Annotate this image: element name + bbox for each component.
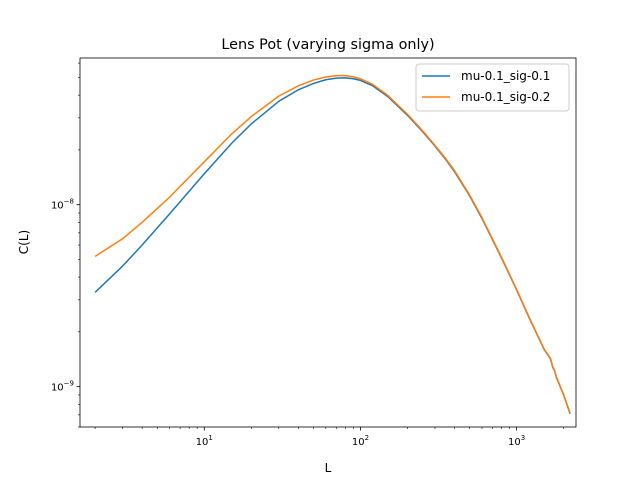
y-axis-ticks: 10−9 10−8 — [51, 62, 80, 428]
legend: mu-0.1_sig-0.1 mu-0.1_sig-0.2 — [415, 63, 570, 112]
legend-label-1: mu-0.1_sig-0.1 — [461, 69, 550, 83]
y-axis-label: C(L) — [17, 230, 31, 254]
y-tick-label: 10−8 — [51, 198, 74, 212]
y-tick-label: 10−9 — [51, 380, 74, 394]
x-axis-ticks: 101 102 103 — [94, 427, 564, 448]
chart-title: Lens Pot (varying sigma only) — [221, 37, 434, 53]
x-axis-label: L — [325, 461, 332, 475]
x-tick-label: 103 — [508, 434, 525, 448]
series-line-2 — [94, 74, 571, 414]
x-tick-label: 102 — [352, 434, 369, 448]
series-layer — [94, 74, 571, 414]
legend-box — [415, 63, 570, 112]
legend-label-2: mu-0.1_sig-0.2 — [461, 90, 550, 104]
plot-frame — [79, 57, 577, 428]
x-tick-label: 101 — [196, 434, 213, 448]
